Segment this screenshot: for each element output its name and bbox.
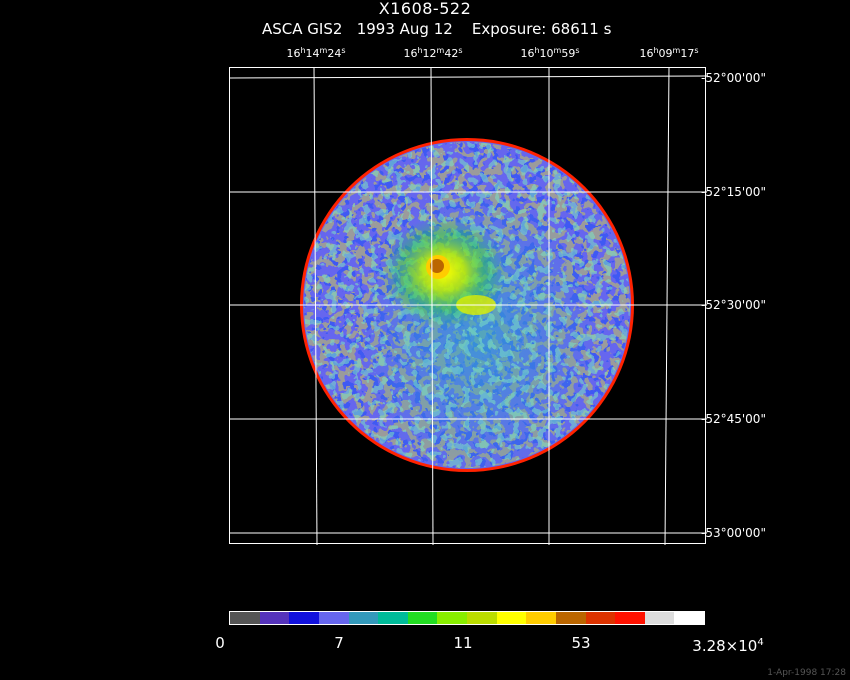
ra-tick-label-2: 16h12m42s xyxy=(403,46,463,60)
ra-tick-label-1: 16h14m24s xyxy=(286,46,346,60)
color-scale-bar xyxy=(229,611,705,625)
colorbar-label-3: 11 xyxy=(453,634,473,652)
dec-tick-label-5: -53°00'00" xyxy=(701,526,766,540)
colorbar-segment xyxy=(230,612,260,624)
render-timestamp: 1-Apr-1998 17:28 xyxy=(767,668,846,678)
colorbar-segment xyxy=(467,612,497,624)
colorbar-segment xyxy=(644,612,675,624)
colorbar-segment xyxy=(496,612,527,624)
colorbar-segment xyxy=(378,612,408,624)
colorbar-segment xyxy=(615,612,645,624)
dec-tick-label-4: -52°45'00" xyxy=(701,412,766,426)
colorbar-segment xyxy=(437,612,467,624)
colorbar-segment xyxy=(555,612,586,624)
dec-tick-label-3: -52°30'00" xyxy=(701,298,766,312)
colorbar-segment xyxy=(526,612,556,624)
colorbar-segment xyxy=(318,612,349,624)
image-subtitle: ASCA GIS2 1993 Aug 12 Exposure: 68611 s xyxy=(262,20,612,38)
colorbar-label-2: 7 xyxy=(334,634,344,652)
image-title: X1608-522 xyxy=(378,0,472,18)
colorbar-segment xyxy=(348,612,379,624)
coordinate-grid xyxy=(229,67,707,545)
colorbar-segment xyxy=(407,612,438,624)
ra-gridline-2 xyxy=(430,67,434,545)
colorbar-label-4: 53 xyxy=(571,634,591,652)
colorbar-segment xyxy=(289,612,319,624)
dec-tick-label-1: -52°00'00" xyxy=(701,71,766,85)
colorbar-segment xyxy=(674,612,704,624)
colorbar-segment xyxy=(585,612,616,624)
dec-tick-label-2: -52°15'00" xyxy=(701,185,766,199)
ra-tick-label-3: 16h10m59s xyxy=(520,46,580,60)
ra-gridline-4 xyxy=(664,67,670,545)
xray-sky-image xyxy=(229,67,707,545)
colorbar-label-max: 3.28×104 xyxy=(692,637,764,655)
dec-gridline-1 xyxy=(229,75,707,79)
colorbar-label-min: 0 xyxy=(215,634,225,652)
ra-tick-label-4: 16h09m17s xyxy=(639,46,699,60)
colorbar-segment xyxy=(259,612,290,624)
ra-gridline-1 xyxy=(313,67,318,545)
detector-field xyxy=(300,138,634,472)
source-peak xyxy=(430,259,444,273)
